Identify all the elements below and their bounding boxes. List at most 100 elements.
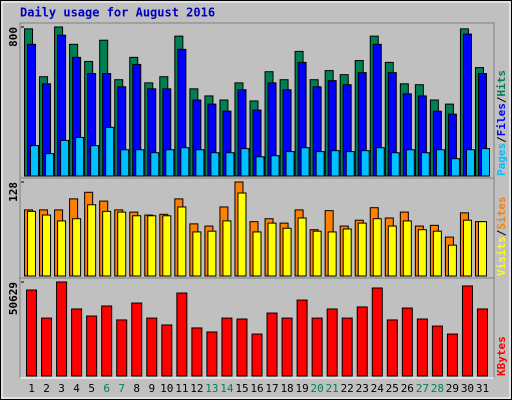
bar [71, 308, 83, 377]
x-tick-label: 12 [190, 382, 203, 395]
bar [342, 228, 352, 277]
bar [330, 150, 340, 177]
x-tick-label: 24 [371, 382, 385, 395]
x-tick-label: 2 [43, 382, 50, 395]
bar [372, 218, 382, 277]
bar [387, 225, 397, 277]
x-tick-label: 1 [28, 382, 35, 395]
bar [270, 155, 280, 177]
bar [465, 149, 475, 177]
x-tick-label: 19 [295, 382, 308, 395]
bar [401, 307, 413, 377]
bar [41, 317, 53, 377]
x-tick-label: 23 [356, 382, 369, 395]
x-tick-label: 7 [118, 382, 125, 395]
bar [432, 230, 442, 277]
bar [86, 315, 98, 377]
bar [461, 285, 473, 377]
bar [87, 204, 97, 277]
legend: Pages/Files/Hits [495, 70, 508, 176]
bar [180, 147, 190, 177]
bar [207, 230, 217, 277]
bar [326, 308, 338, 377]
bar [341, 317, 353, 377]
bar [356, 306, 368, 377]
x-tick-label: 9 [148, 382, 155, 395]
x-tick-label: 27 [416, 382, 429, 395]
x-tick-label: 30 [461, 382, 474, 395]
bar [42, 214, 52, 277]
x-tick-label: 20 [311, 382, 324, 395]
bar [312, 230, 322, 277]
bar [447, 244, 457, 277]
bar [90, 145, 100, 177]
bar [281, 317, 293, 377]
bar [282, 227, 292, 277]
x-tick-label: 26 [401, 382, 414, 395]
bar [300, 147, 310, 177]
bar [27, 210, 37, 277]
bar [102, 210, 112, 277]
bar [210, 152, 220, 177]
bar [56, 281, 68, 377]
bar [177, 206, 187, 277]
bar [236, 318, 248, 377]
bar [221, 317, 233, 377]
bar [296, 299, 308, 377]
x-tick-label: 11 [175, 382, 188, 395]
bar [237, 192, 247, 277]
x-tick-label: 3 [58, 382, 65, 395]
y-tick-label: 50629 [7, 282, 20, 315]
bar [360, 150, 370, 177]
bar [60, 139, 70, 177]
x-tick-label: 21 [326, 382, 339, 395]
legend-entry: KBytes [495, 336, 508, 376]
legend-separator: / [495, 136, 508, 143]
bar [116, 319, 128, 377]
bar [222, 220, 232, 277]
bar [476, 308, 488, 377]
bar [431, 325, 443, 377]
bar [345, 151, 355, 177]
bar [285, 151, 295, 177]
legend: Visits/Sites [495, 197, 508, 277]
bar [26, 289, 38, 377]
bar [375, 147, 385, 177]
legend-entry: Pages [495, 143, 508, 176]
bar [416, 318, 428, 377]
bar [462, 219, 472, 277]
bar [161, 324, 173, 377]
x-tick-label: 17 [265, 382, 278, 395]
bar [252, 231, 262, 277]
bar [255, 156, 265, 177]
bar [75, 136, 85, 177]
legend-entry: Hits [495, 70, 508, 97]
bar [131, 302, 143, 377]
bar [477, 221, 487, 277]
bar [251, 333, 263, 377]
x-tick-label: 4 [73, 382, 80, 395]
bar [417, 229, 427, 277]
y-tick-label: 800 [7, 27, 20, 47]
bar [192, 231, 202, 277]
bar [480, 148, 490, 177]
bar [267, 222, 277, 277]
x-tick-label: 14 [220, 382, 234, 395]
legend: KBytes [495, 336, 508, 376]
bar [315, 151, 325, 177]
x-tick-label: 5 [88, 382, 95, 395]
legend-entry: Visits [495, 236, 508, 276]
bar [45, 153, 55, 177]
x-tick-label: 16 [250, 382, 263, 395]
bar [120, 149, 130, 177]
bar [135, 149, 145, 177]
x-tick-label: 15 [235, 382, 248, 395]
bar [446, 333, 458, 377]
bar [405, 149, 415, 177]
bar [266, 312, 278, 377]
bar [327, 231, 337, 277]
bar [240, 148, 250, 177]
y-tick-label: 128 [7, 182, 20, 202]
